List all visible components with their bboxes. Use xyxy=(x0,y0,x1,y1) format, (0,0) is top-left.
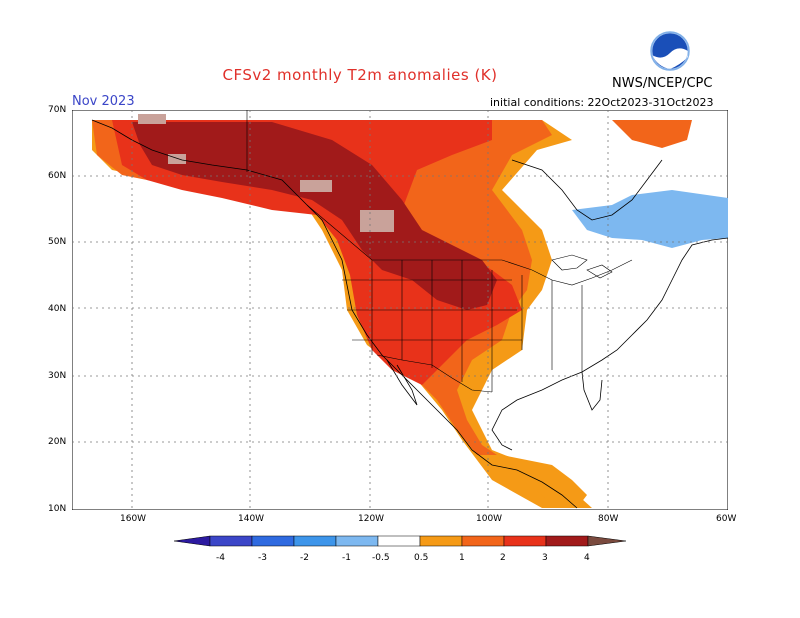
coastline-hudson xyxy=(511,159,663,221)
legend-tick: -4 xyxy=(216,553,225,563)
lon-label-160w: 160W xyxy=(120,514,147,524)
coastlines xyxy=(91,119,728,509)
anomaly-patch-high xyxy=(360,210,394,232)
map-title: CFSv2 monthly T2m anomalies (K) xyxy=(222,66,498,84)
legend-tick: 4 xyxy=(584,553,590,563)
coastline-baja xyxy=(386,359,418,406)
legend-tick: -3 xyxy=(258,553,267,563)
legend-max-arrow xyxy=(587,535,626,547)
anomaly-region-central-america xyxy=(502,455,587,508)
legend-tick: -2 xyxy=(300,553,309,563)
border-us-mexico xyxy=(376,354,493,393)
legend-tick: -1 xyxy=(342,553,351,563)
anomaly-region-blue xyxy=(572,190,728,248)
lat-label-40n: 40N xyxy=(48,304,67,314)
coastline-florida xyxy=(581,371,603,411)
anomaly-patch-high xyxy=(300,180,332,192)
legend-tick: 3 xyxy=(542,553,548,563)
legend-tick: 0.5 xyxy=(414,553,428,563)
legend-min-arrow xyxy=(174,535,211,547)
forecast-month: Nov 2023 xyxy=(72,94,135,109)
lake-outline xyxy=(551,254,613,279)
lat-label-10n: 10N xyxy=(48,504,67,514)
anomaly-region-red xyxy=(112,120,522,385)
anomaly-patch-high xyxy=(168,154,186,164)
lon-label-80w: 80W xyxy=(598,514,619,524)
anomaly-patch-high xyxy=(138,114,166,124)
legend-tick: 1 xyxy=(459,553,465,563)
lat-label-20n: 20N xyxy=(48,437,67,447)
grid xyxy=(72,110,728,510)
lon-label-120w: 120W xyxy=(358,514,385,524)
legend-tick: -0.5 xyxy=(372,553,390,563)
anomaly-regions xyxy=(92,114,728,508)
color-legend: -4 -3 -2 -1 -0.5 0.5 1 2 3 4 xyxy=(174,535,626,563)
anomaly-region-dark-red xyxy=(132,122,497,310)
initial-conditions: initial conditions: 22Oct2023-31Oct2023 xyxy=(490,96,714,109)
state-lines xyxy=(342,260,583,392)
lat-label-60n: 60N xyxy=(48,171,67,181)
lon-label-140w: 140W xyxy=(238,514,265,524)
coastline-west xyxy=(91,119,578,509)
anomaly-map xyxy=(72,110,728,510)
noaa-logo xyxy=(650,31,690,71)
borders xyxy=(246,110,633,393)
anomaly-region-red-orange xyxy=(92,120,552,455)
legend-tick: 2 xyxy=(500,553,506,563)
agency-label: NWS/NCEP/CPC xyxy=(612,76,713,91)
lat-label-70n: 70N xyxy=(48,105,67,115)
lat-label-50n: 50N xyxy=(48,237,67,247)
lat-label-30n: 30N xyxy=(48,371,67,381)
lon-label-100w: 100W xyxy=(476,514,503,524)
anomaly-region-ne xyxy=(612,120,692,148)
coastline-gulf xyxy=(491,389,543,451)
lon-label-60w: 60W xyxy=(716,514,737,524)
